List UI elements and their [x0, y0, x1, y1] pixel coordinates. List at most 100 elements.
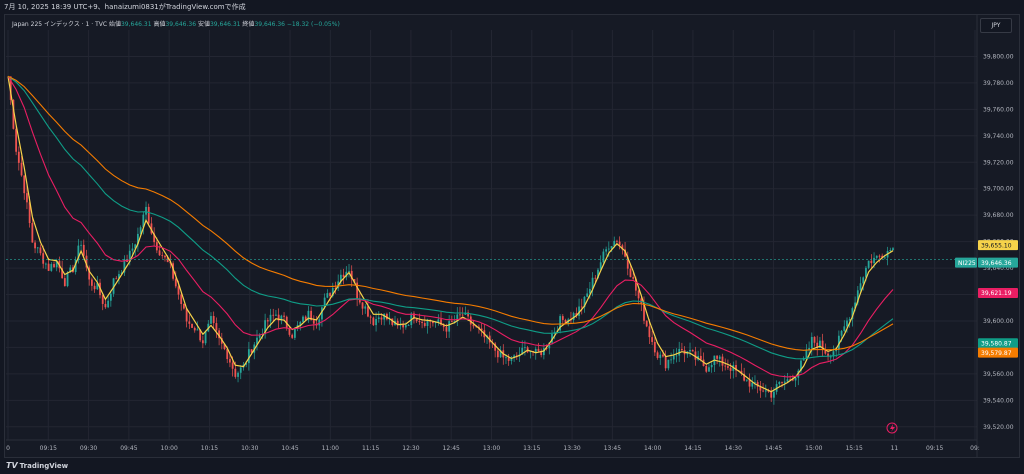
- candle-body: [578, 306, 580, 316]
- candle-body: [832, 351, 835, 357]
- candle-body: [756, 382, 759, 387]
- candle-body: [107, 300, 110, 308]
- candle-body: [375, 318, 377, 326]
- candle-body: [892, 248, 894, 250]
- candle-body: [17, 151, 20, 163]
- symbol-title[interactable]: Japan 225 インデックス · 1 · TVC: [12, 21, 108, 28]
- lightning-icon[interactable]: [886, 422, 898, 434]
- candle-body: [423, 323, 426, 326]
- candle-body: [47, 263, 50, 271]
- candle-body: [881, 255, 884, 259]
- low-value: 39,646.31: [209, 21, 241, 28]
- candle-body: [613, 240, 616, 247]
- candle-body: [172, 263, 174, 279]
- candle-body: [28, 202, 31, 224]
- x-tick-label: 14:30: [725, 445, 742, 452]
- candle-body: [824, 349, 827, 354]
- candle-body: [191, 323, 193, 328]
- close-value: 39,646.36: [254, 21, 285, 28]
- candle-body: [90, 279, 93, 286]
- candle-body: [12, 99, 15, 129]
- candle-body: [735, 365, 737, 371]
- candle-body: [204, 331, 207, 344]
- candle-body: [670, 359, 672, 361]
- candle-body: [266, 320, 269, 322]
- candle-body: [594, 277, 597, 279]
- candle-body: [759, 386, 762, 391]
- footer-bar: [0, 458, 1024, 474]
- candle-body: [616, 240, 618, 242]
- candle-body: [231, 362, 234, 369]
- candle-body: [770, 391, 773, 398]
- candle-body: [469, 316, 472, 325]
- candle-body: [118, 274, 120, 279]
- candle-body: [694, 351, 697, 360]
- candle-body: [791, 379, 794, 381]
- candle-body: [583, 296, 586, 308]
- candle-body: [407, 325, 410, 326]
- candle-body: [754, 382, 756, 384]
- high-label: 高値: [153, 21, 166, 28]
- candle-body: [358, 298, 361, 303]
- candle-body: [293, 328, 296, 338]
- candle-body: [675, 355, 678, 357]
- y-tick-label: 39,680.00: [983, 212, 1014, 219]
- candle-body: [245, 363, 248, 365]
- candle-body: [856, 290, 859, 303]
- tradingview-logo-icon: 𝙏𝙑: [6, 461, 18, 470]
- candle-body: [304, 316, 307, 321]
- candle-body: [816, 342, 819, 348]
- x-tick-label: 10:00: [161, 445, 178, 452]
- x-tick-label: 13:15: [523, 445, 540, 452]
- change-value: −18.32 (−0.05%): [286, 21, 340, 28]
- candle-body: [434, 322, 437, 324]
- candle-body: [239, 367, 242, 373]
- candle-body: [85, 255, 88, 268]
- candle-body: [383, 313, 386, 320]
- candle-body: [413, 313, 415, 319]
- candle-body: [889, 249, 892, 252]
- candle-body: [716, 355, 718, 359]
- candle-body: [634, 278, 637, 291]
- candle-body: [729, 367, 732, 371]
- candle-body: [648, 326, 651, 338]
- candle-body: [743, 373, 746, 381]
- x-tick-label: 13:00: [483, 445, 500, 452]
- price-label: 39,646.36: [978, 257, 1018, 268]
- candle-body: [448, 321, 451, 332]
- candle-body: [104, 303, 107, 308]
- candle-body: [540, 351, 543, 356]
- candle-body: [377, 317, 380, 319]
- candle-body: [691, 349, 694, 352]
- x-tick-label: 09:45: [120, 445, 137, 452]
- brand-name: TradingView: [19, 462, 69, 470]
- time-axis[interactable]: 0 09:15 09:30 09:45 10:00 10:15 10:30 10:45 11:0…: [6, 445, 980, 452]
- candle-body: [326, 293, 329, 298]
- candle-body: [147, 206, 150, 224]
- candle-body: [115, 278, 118, 280]
- candle-body: [640, 298, 643, 304]
- tradingview-brand[interactable]: 𝙏𝙑 TradingView: [6, 460, 68, 472]
- chart-frame[interactable]: [4, 14, 1020, 458]
- candle-body: [699, 355, 702, 360]
- candle-body: [310, 310, 313, 321]
- candle-body: [721, 356, 724, 366]
- x-tick-label: 11: [891, 445, 899, 452]
- candle-body: [494, 343, 497, 351]
- candle-body: [810, 336, 813, 348]
- candle-body: [272, 314, 275, 316]
- candle-body: [551, 333, 553, 343]
- candle-body: [283, 315, 285, 317]
- currency-button[interactable]: JPY: [980, 18, 1012, 33]
- x-tick-label: 15:15: [845, 445, 862, 452]
- candle-body: [575, 313, 578, 316]
- candle-body: [846, 320, 848, 327]
- candle-body: [50, 264, 53, 271]
- candle-body: [277, 314, 280, 321]
- candle-body: [199, 329, 202, 341]
- x-tick-label: 10:30: [241, 445, 258, 452]
- candle-body: [456, 314, 459, 321]
- candle-body: [331, 287, 334, 297]
- candle-body: [813, 336, 816, 343]
